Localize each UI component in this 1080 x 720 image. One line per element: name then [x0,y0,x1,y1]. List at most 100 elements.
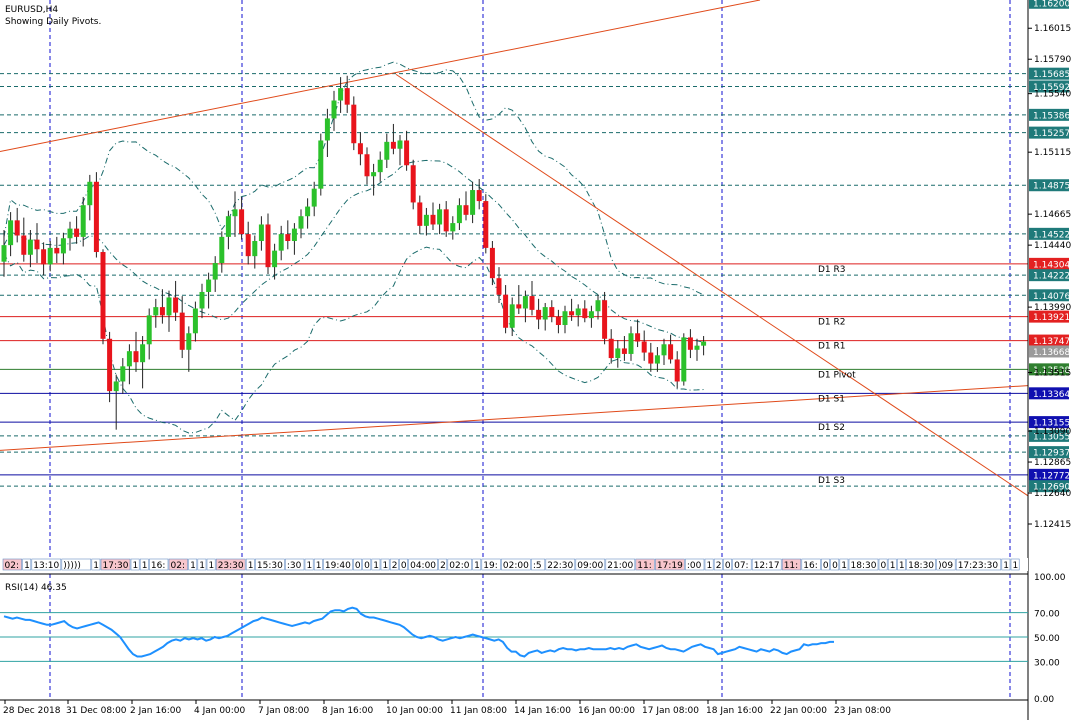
event-marker[interactable] [353,558,362,571]
price-level-label: 1.14875 [1033,182,1070,192]
event-marker[interactable] [955,558,1002,571]
candle-body [423,214,429,226]
event-marker[interactable] [848,558,879,571]
candle-body [588,311,594,319]
event-marker-label: 07: [734,561,748,571]
event-marker[interactable] [61,558,92,571]
event-marker[interactable] [830,558,840,571]
event-marker[interactable] [130,558,140,571]
event-marker-label: 0 [364,561,370,571]
event-marker-label: 18:30 [908,561,934,571]
event-marker[interactable] [100,558,131,571]
lower-channel-trendline[interactable] [0,385,1029,451]
event-marker[interactable] [839,558,849,571]
event-marker-label: 2 [392,561,398,571]
candle-body [67,228,73,239]
descending-trendline[interactable] [395,73,1029,497]
price-level-tag [1029,334,1069,347]
price-level-tag [1029,387,1069,400]
event-marker[interactable] [285,558,305,571]
event-marker[interactable] [149,558,169,571]
candle-body [173,297,179,313]
event-marker-label: 1 [190,561,196,571]
event-marker-label: 1 [707,561,713,571]
event-marker[interactable] [2,558,22,571]
event-marker[interactable] [472,558,482,571]
candle-body [450,223,456,232]
event-marker[interactable] [188,558,198,571]
candle-body [681,337,687,382]
candle-body [351,104,357,144]
event-marker-label: 21:00 [607,561,633,571]
event-marker[interactable] [732,558,752,571]
event-marker[interactable] [936,558,956,571]
candle-body [186,333,192,350]
event-marker[interactable] [1001,558,1011,571]
event-marker[interactable] [206,558,216,571]
event-marker[interactable] [197,558,207,571]
price-level-label: 1.15685 [1033,70,1070,80]
event-marker[interactable] [22,558,32,571]
trendlines[interactable] [0,0,1029,497]
event-marker[interactable] [575,558,606,571]
event-marker[interactable] [897,558,906,571]
upper-channel-trendline[interactable] [0,0,761,152]
candle-body [483,201,489,248]
event-marker[interactable] [878,558,888,571]
event-marker[interactable] [304,558,314,571]
price-level-tag [1029,363,1069,376]
event-marker[interactable] [906,558,936,571]
event-marker[interactable] [704,558,714,571]
event-marker[interactable] [362,558,372,571]
candle-body [278,234,284,251]
event-marker[interactable] [723,558,732,571]
event-marker[interactable] [313,558,323,571]
event-marker[interactable] [635,558,655,571]
event-marker[interactable] [380,558,390,571]
candle-body [1,245,7,262]
event-marker[interactable] [139,558,149,571]
event-marker[interactable] [31,558,62,571]
event-marker[interactable] [531,558,546,571]
event-marker[interactable] [215,558,246,571]
event-marker[interactable] [605,558,636,571]
candle-body [74,228,80,237]
price-level-label: 1.14522 [1033,230,1070,240]
time-tick-label: 4 Jan 00:00 [194,706,246,716]
event-marker[interactable] [438,558,448,571]
event-marker[interactable] [887,558,897,571]
rsi-tick-label: 50.00 [1034,634,1060,644]
event-marker[interactable] [821,558,830,571]
event-marker[interactable] [371,558,381,571]
candle-body [113,381,119,392]
price-level-label: 1.14304 [1033,260,1070,270]
event-marker[interactable] [1010,558,1020,571]
candle-body [47,247,53,265]
event-marker[interactable] [655,558,685,571]
event-marker-label: 1 [209,561,215,571]
event-marker[interactable] [685,558,705,571]
event-marker[interactable] [501,558,531,571]
event-marker[interactable] [801,558,821,571]
price-level-label: 1.14076 [1033,292,1070,302]
event-marker[interactable] [408,558,438,571]
event-marker[interactable] [481,558,501,571]
event-marker[interactable] [713,558,723,571]
event-marker[interactable] [255,558,285,571]
event-marker[interactable] [91,558,101,571]
event-marker[interactable] [545,558,576,571]
band-outer-line [3,61,704,296]
event-marker[interactable] [389,558,399,571]
event-marker[interactable] [323,558,353,571]
event-marker[interactable] [168,558,188,571]
event-marker[interactable] [447,558,472,571]
band-outer-line [3,246,704,434]
event-marker[interactable] [245,558,255,571]
event-marker[interactable] [751,558,782,571]
event-marker[interactable] [781,558,802,571]
event-marker-label: 1 [93,561,99,571]
event-marker[interactable] [399,558,408,571]
time-tick-label: 8 Jan 16:00 [322,706,374,716]
event-marker-label: :30 [287,561,302,571]
